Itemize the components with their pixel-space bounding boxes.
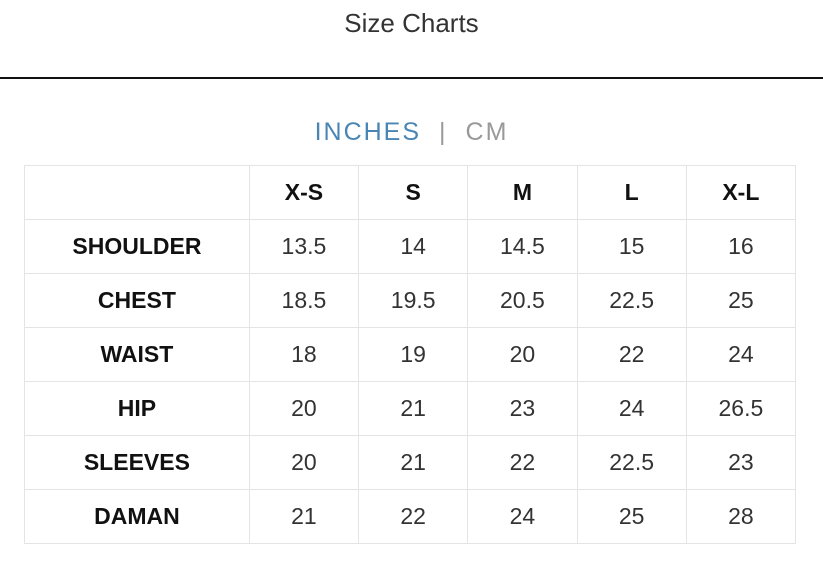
table-cell: 18.5 [248,273,360,328]
column-header [24,165,250,220]
divider [0,77,823,79]
row-label: CHEST [24,273,250,328]
size-table: X-S S M L X-L SHOULDER 13.5 14 14.5 15 16 CHEST 18.5… [24,165,797,544]
table-cell: 16 [685,219,797,274]
table-cell: 18 [248,327,360,382]
column-header: S [358,165,469,220]
table-cell: 13.5 [248,219,360,274]
table-cell: 20 [248,435,360,490]
table-cell: 24 [467,489,578,544]
inches-tab[interactable]: INCHES [314,118,422,146]
unit-toggle: INCHES | CM [0,118,823,147]
table-cell: 22.5 [576,273,687,328]
table-cell: 19 [358,327,469,382]
table-cell: 22 [576,327,687,382]
table-cell: 19.5 [358,273,469,328]
table-row: WAIST 18 19 20 22 24 [24,327,797,382]
table-cell: 15 [576,219,687,274]
table-cell: 26.5 [685,381,797,436]
table-cell: 20.5 [467,273,578,328]
table-cell: 20 [467,327,578,382]
row-label: SHOULDER [24,219,250,274]
table-cell: 14.5 [467,219,578,274]
row-label: DAMAN [24,489,250,544]
row-label: HIP [24,381,250,436]
row-label: WAIST [24,327,250,382]
cm-tab[interactable]: CM [465,118,509,146]
unit-separator: | [439,118,448,146]
table-row: SLEEVES 20 21 22 22.5 23 [24,435,797,490]
column-header: X-L [685,165,797,220]
page-title: Size Charts [344,8,479,38]
table-cell: 22 [358,489,469,544]
table-cell: 28 [685,489,797,544]
table-cell: 20 [248,381,360,436]
table-row: DAMAN 21 22 24 25 28 [24,489,797,544]
table-cell: 22 [467,435,578,490]
table-cell: 22.5 [576,435,687,490]
table-row: SHOULDER 13.5 14 14.5 15 16 [24,219,797,274]
table-cell: 23 [685,435,797,490]
table-cell: 25 [685,273,797,328]
table-cell: 14 [358,219,469,274]
table-cell: 21 [248,489,360,544]
table-cell: 24 [576,381,687,436]
table-cell: 21 [358,435,469,490]
table-row: HIP 20 21 23 24 26.5 [24,381,797,436]
column-header: L [576,165,687,220]
table-row: CHEST 18.5 19.5 20.5 22.5 25 [24,273,797,328]
table-cell: 24 [685,327,797,382]
table-cell: 23 [467,381,578,436]
row-label: SLEEVES [24,435,250,490]
table-cell: 25 [576,489,687,544]
header-row: X-S S M L X-L [24,165,797,220]
column-header: M [467,165,578,220]
table-cell: 21 [358,381,469,436]
column-header: X-S [248,165,360,220]
